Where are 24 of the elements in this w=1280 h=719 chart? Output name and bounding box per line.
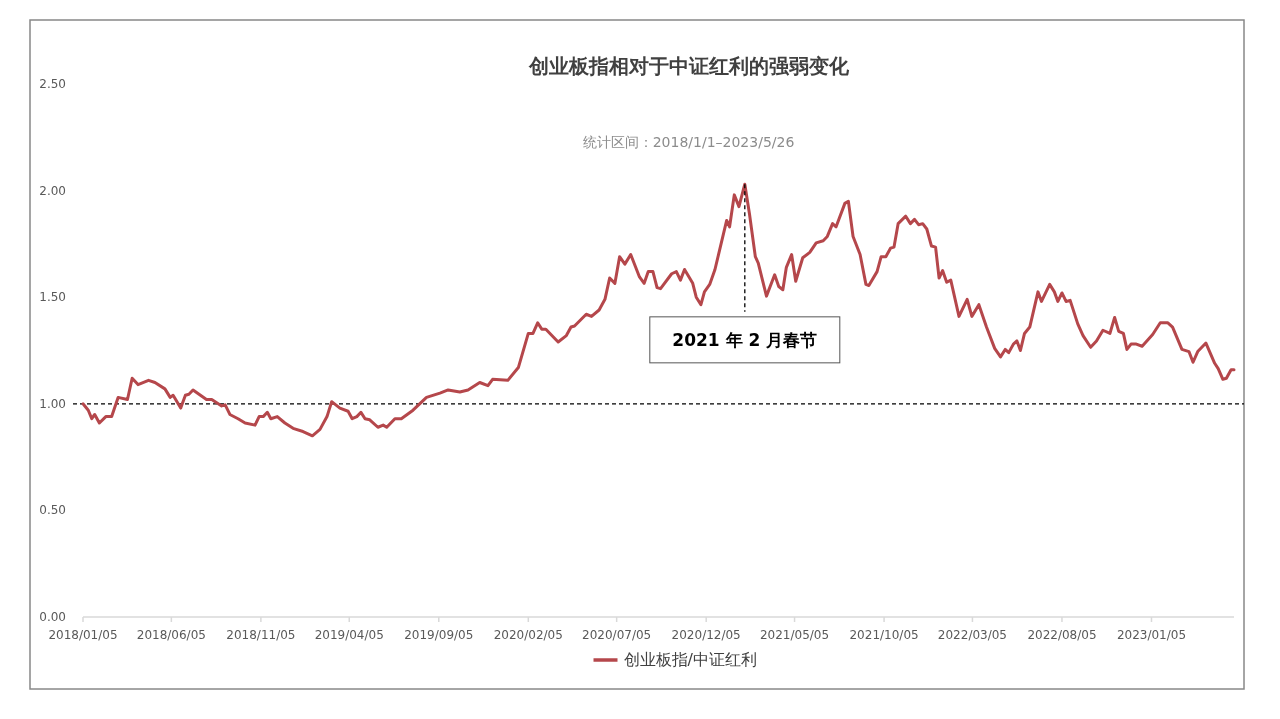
x-tick-label: 2019/09/05 — [404, 628, 474, 642]
x-tick-label: 2021/10/05 — [849, 628, 919, 642]
y-tick-label: 1.00 — [39, 396, 66, 411]
x-tick-label: 2022/03/05 — [937, 628, 1008, 642]
x-tick-label: 2020/02/05 — [493, 628, 563, 642]
y-tick-label: 0.50 — [39, 503, 66, 518]
line-series — [81, 182, 1236, 438]
x-tick-label: 2018/11/05 — [226, 628, 296, 642]
x-tick-label: 2022/08/05 — [1027, 628, 1097, 642]
x-tick-label: 2020/12/05 — [671, 628, 741, 642]
chart-title: 创业板指相对于中证红利的强弱变化 — [527, 54, 850, 78]
x-tick-label: 2023/01/05 — [1116, 628, 1187, 642]
y-tick-label: 2.00 — [39, 183, 66, 198]
x-tick-label: 2019/04/05 — [314, 628, 384, 642]
text: 统计区间：2018/1/1–2023/5/26 — [582, 134, 795, 150]
x-tick-label: 2021/05/05 — [759, 628, 830, 642]
annotation: 2021 年 2 月春节 — [672, 329, 818, 350]
y-tick-label: 0.00 — [39, 610, 66, 624]
x-tick-label: 2020/07/05 — [582, 628, 652, 642]
y-tick-label: 2.50 — [39, 77, 66, 91]
legend-label: 创业板指/中证红利 — [623, 650, 757, 669]
x-tick-label: 2018/06/05 — [136, 628, 206, 642]
y-tick-label: 1.50 — [39, 290, 66, 305]
x-tick-label: 2018/01/05 — [48, 628, 118, 642]
